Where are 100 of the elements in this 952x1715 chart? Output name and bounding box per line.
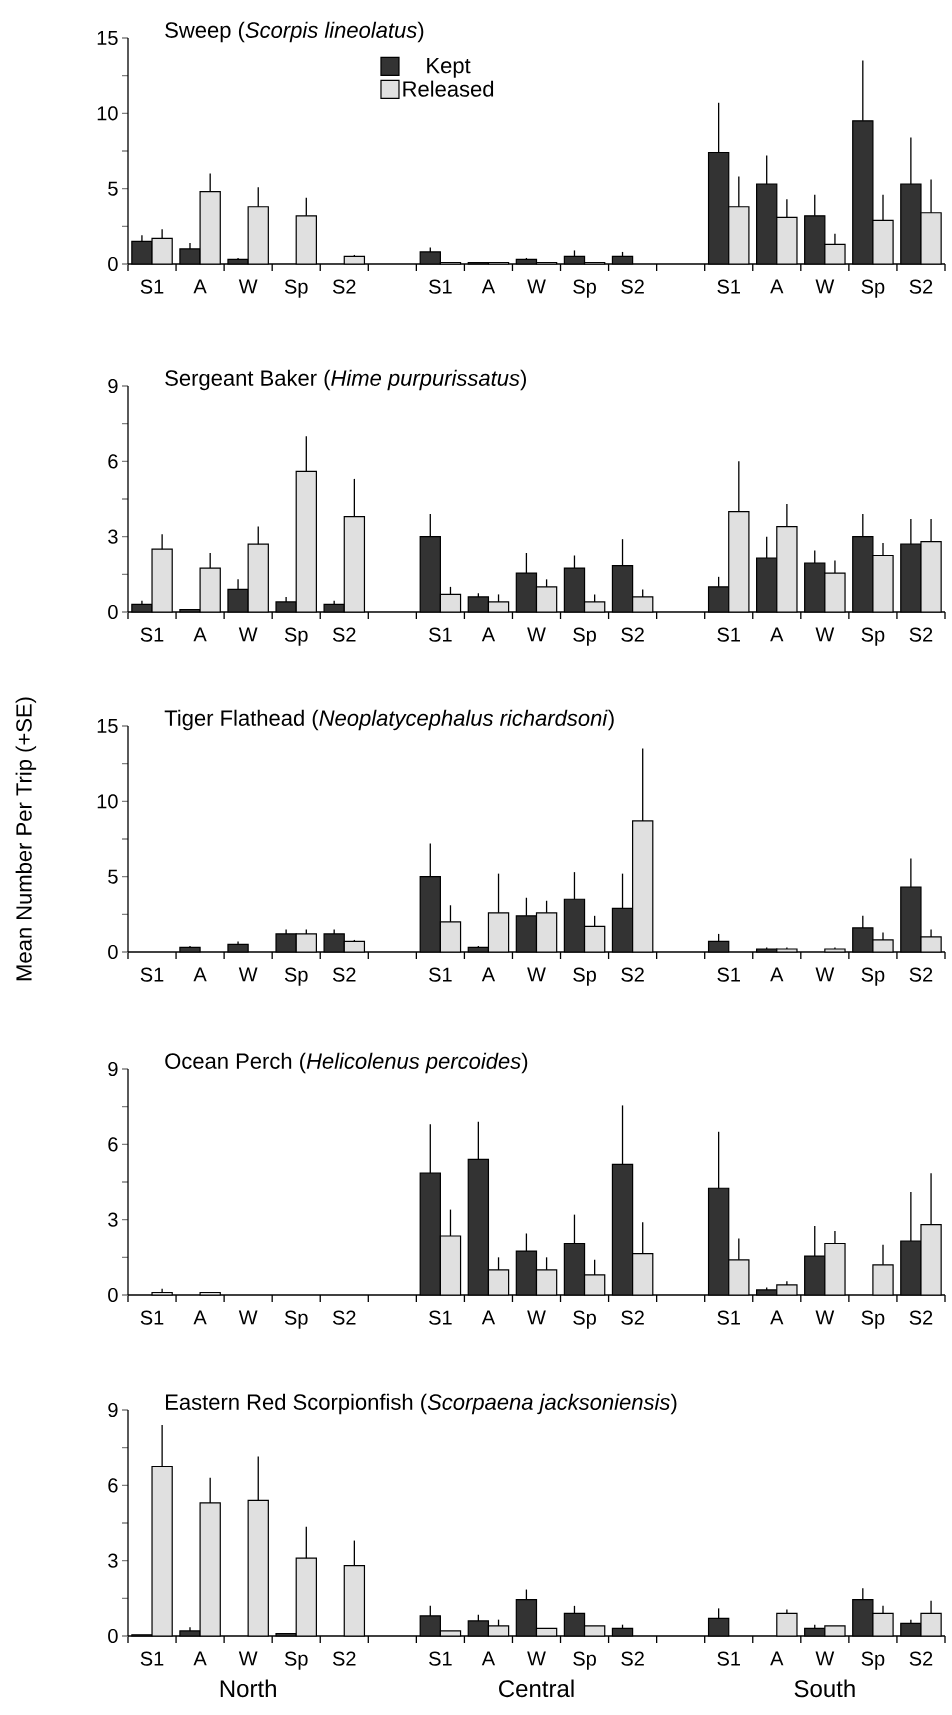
y-tick-label: 0 (108, 256, 118, 272)
x-tick-label: Sp (284, 1310, 308, 1329)
y-tick-label: 6 (108, 1137, 118, 1152)
x-tick-label: Sp (573, 967, 596, 986)
x-tick-label: S1 (717, 279, 740, 294)
x-tick-label: A (193, 627, 207, 642)
y-tick-label: 3 (108, 1553, 118, 1568)
x-tick-label: S2 (621, 967, 644, 982)
x-tick-label: S1 (140, 967, 164, 982)
x-tick-label: S1 (429, 1310, 452, 1325)
text: North (220, 1679, 276, 1698)
y-tick-label: 10 (97, 794, 118, 809)
y-tick-label: 3 (108, 529, 118, 544)
x-tick-label: S2 (621, 627, 644, 642)
x-tick-label: A (770, 1651, 784, 1666)
x-tick-label: Sp (284, 627, 308, 646)
x-tick-label: W (815, 1651, 835, 1666)
x-tick-label: A (481, 1310, 496, 1325)
x-tick-label: A (193, 279, 207, 294)
x-tick-label: W (527, 627, 546, 642)
x-tick-label: Sp (861, 1310, 885, 1329)
x-tick-label: S1 (429, 627, 452, 642)
chart-title: Tiger Flathead (Neoplatycephalus richardsoni) (164, 709, 614, 731)
y-tick-label: 9 (108, 1061, 118, 1077)
x-tick-label: Sp (861, 279, 885, 298)
x-tick-label: Sp (573, 1651, 596, 1670)
legend-label: Released (403, 80, 494, 97)
y-tick-label: 15 (97, 719, 118, 733)
x-tick-label: A (770, 1310, 784, 1325)
x-tick-label: Sp (861, 627, 885, 646)
y-tick-label: 0 (108, 604, 118, 620)
x-tick-label: A (770, 967, 784, 982)
x-tick-label: Sp (284, 279, 308, 298)
x-tick-label: S1 (717, 967, 740, 982)
chart-title: Sweep (Scorpis lineolatus) (165, 21, 424, 43)
x-tick-label: S2 (332, 627, 356, 642)
x-tick-label: Sp (573, 1310, 596, 1329)
x-tick-label: W (238, 1651, 258, 1666)
chart-title: Eastern Red Scorpionfish (Scorpaena jacksoniensis) (166, 1393, 677, 1415)
x-tick-label: A (481, 279, 496, 294)
x-tick-label: W (527, 1310, 546, 1325)
y-tick-label: 0 (108, 1628, 118, 1644)
x-tick-label: Sp (284, 967, 308, 986)
x-tick-label: S1 (429, 967, 452, 982)
x-tick-label: S2 (909, 279, 933, 294)
x-tick-label: W (238, 967, 258, 982)
x-tick-label: S2 (909, 1310, 933, 1325)
x-tick-label: S2 (909, 967, 933, 982)
x-tick-label: A (193, 1310, 207, 1325)
x-tick-label: A (770, 279, 784, 294)
x-tick-label: S1 (140, 1651, 164, 1666)
y-tick-label: 15 (97, 31, 118, 45)
y-tick-label: 6 (108, 454, 118, 469)
x-tick-label: Sp (573, 279, 596, 298)
x-tick-label: Sp (861, 967, 885, 986)
x-tick-label: A (481, 1651, 496, 1666)
x-tick-label: A (481, 967, 496, 982)
x-tick-label: S1 (140, 627, 164, 642)
x-tick-label: S2 (909, 1651, 933, 1666)
y-tick-label: 5 (108, 181, 118, 196)
x-tick-label: W (815, 627, 835, 642)
x-tick-label: S2 (621, 279, 644, 294)
x-tick-label: A (193, 967, 207, 982)
text: Central (499, 1679, 574, 1698)
x-tick-label: S1 (429, 279, 452, 294)
text: South (794, 1679, 855, 1698)
x-tick-label: S2 (332, 1310, 356, 1325)
x-tick-label: S1 (717, 1651, 740, 1666)
y-tick-label: 5 (108, 869, 118, 884)
x-tick-label: W (815, 1310, 835, 1325)
x-tick-label: Sp (573, 627, 596, 646)
y-tick-label: 3 (108, 1212, 118, 1227)
x-tick-label: W (527, 279, 546, 294)
x-tick-label: Sp (284, 1651, 308, 1670)
y-tick-label: 0 (108, 944, 118, 960)
x-tick-label: S2 (621, 1310, 644, 1325)
y-tick-label: 6 (108, 1478, 118, 1493)
x-tick-label: S2 (332, 967, 356, 982)
x-tick-label: W (815, 967, 835, 982)
x-tick-label: S1 (140, 1310, 164, 1325)
x-tick-label: Sp (861, 1651, 885, 1670)
x-tick-label: S1 (140, 279, 164, 294)
x-tick-label: W (238, 1310, 258, 1325)
x-tick-label: A (193, 1651, 207, 1666)
x-tick-label: S2 (621, 1651, 644, 1666)
x-tick-label: W (527, 967, 546, 982)
y-tick-label: 0 (108, 1287, 118, 1303)
x-tick-label: W (527, 1651, 546, 1666)
x-tick-label: W (238, 627, 258, 642)
x-tick-label: S2 (332, 279, 356, 294)
chart-title: Ocean Perch (Helicolenus percoides) (165, 1052, 528, 1074)
y-tick-label: 10 (97, 106, 118, 121)
x-tick-label: W (238, 279, 258, 294)
y-axis-title: Mean Number Per Trip (+SE) (15, 697, 37, 981)
y-tick-label: 9 (108, 1402, 118, 1418)
y-tick-label: 9 (108, 378, 118, 394)
x-tick-label: S2 (332, 1651, 356, 1666)
x-tick-label: S1 (429, 1651, 452, 1666)
legend-label: Kept (427, 58, 471, 78)
chart-title: Sergeant Baker (Hime purpurissatus) (165, 369, 526, 391)
